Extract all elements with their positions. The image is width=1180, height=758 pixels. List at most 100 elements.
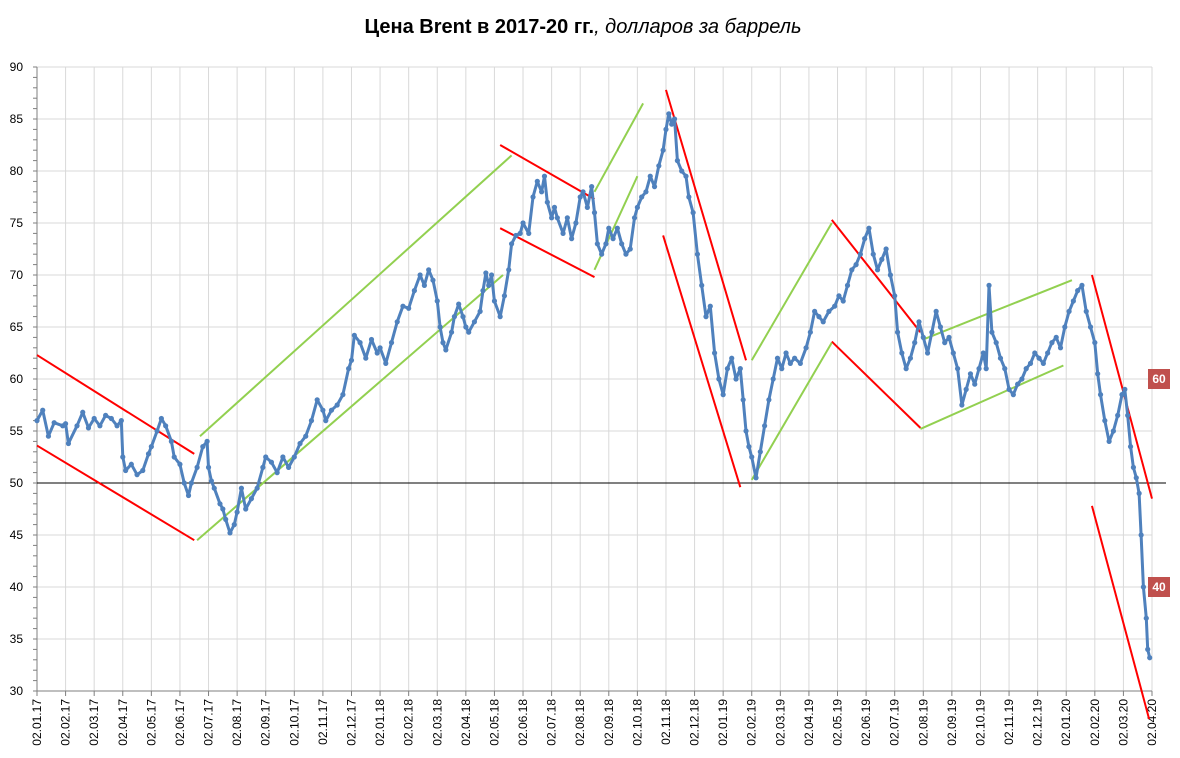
data-point <box>320 407 326 413</box>
x-tick-label: 02.01.18 <box>373 699 387 746</box>
trend-line-up <box>920 364 1064 430</box>
data-point <box>694 251 701 257</box>
data-point <box>1143 615 1149 621</box>
data-point <box>40 407 46 413</box>
data-point <box>223 516 229 523</box>
data-point <box>291 454 297 460</box>
title-bold: Цена Brent в 2017-20 гг. <box>364 16 595 38</box>
data-point <box>580 189 586 195</box>
data-point <box>783 350 789 356</box>
data-point <box>986 282 992 288</box>
data-point <box>679 168 685 174</box>
x-tick-label: 02.09.18 <box>602 699 616 746</box>
data-point <box>627 246 633 252</box>
data-point <box>879 256 885 262</box>
data-point <box>145 451 152 457</box>
data-point <box>560 230 566 236</box>
data-point <box>584 204 590 210</box>
data-point <box>983 366 989 372</box>
data-point <box>368 336 375 343</box>
data-point <box>62 421 69 427</box>
data-point <box>954 366 961 372</box>
data-point <box>65 440 72 447</box>
data-point <box>1010 392 1016 398</box>
data-point <box>1079 282 1085 288</box>
x-tick-label: 02.01.19 <box>716 699 730 746</box>
data-point <box>549 215 555 221</box>
data-point <box>1053 334 1059 340</box>
y-tick-label: 30 <box>10 684 24 698</box>
data-point <box>577 194 583 200</box>
data-point <box>1110 428 1117 434</box>
data-point <box>671 116 678 122</box>
data-point <box>666 111 672 117</box>
x-tick-label: 02.11.19 <box>1002 699 1016 745</box>
data-point <box>950 350 956 356</box>
data-point <box>480 288 486 294</box>
data-point <box>231 522 237 528</box>
data-point <box>351 332 357 338</box>
data-point <box>623 251 629 257</box>
x-tick-label: 02.12.18 <box>688 699 702 746</box>
data-point <box>591 210 598 216</box>
data-point <box>383 360 389 366</box>
x-tick-label: 02.07.19 <box>888 699 902 746</box>
x-tick-label: 02.11.18 <box>659 699 673 745</box>
data-point <box>634 204 640 210</box>
data-point <box>663 126 669 132</box>
data-point <box>128 461 134 467</box>
data-point <box>328 407 335 413</box>
data-point <box>803 345 809 351</box>
data-point <box>297 440 303 447</box>
data-point <box>1102 418 1108 424</box>
data-point <box>211 485 217 491</box>
data-point <box>1057 345 1064 351</box>
data-point <box>737 366 743 372</box>
data-point <box>1049 340 1055 346</box>
data-point <box>866 225 872 231</box>
data-point <box>963 386 969 392</box>
data-point <box>683 173 689 179</box>
data-point <box>916 319 922 325</box>
data-point <box>1127 444 1134 450</box>
data-point <box>34 418 40 424</box>
data-point <box>857 251 863 257</box>
data-point <box>188 480 194 486</box>
y-tick-label: 35 <box>10 632 24 646</box>
data-point <box>517 230 523 236</box>
data-point <box>530 194 536 200</box>
data-point <box>220 506 226 512</box>
data-point <box>832 303 838 309</box>
data-point <box>437 324 443 330</box>
data-point <box>1115 412 1121 418</box>
data-point <box>569 236 575 242</box>
x-tick-label: 02.10.18 <box>630 699 644 746</box>
data-point <box>787 360 793 366</box>
data-point <box>430 277 436 283</box>
data-point <box>314 397 320 403</box>
data-point <box>942 340 948 346</box>
data-point <box>989 329 995 335</box>
trend-line-up <box>922 279 1073 341</box>
data-point <box>1019 376 1025 382</box>
data-point <box>280 454 286 460</box>
data-point <box>506 267 512 273</box>
data-point <box>729 355 735 361</box>
data-point <box>757 449 763 455</box>
x-tick-label: 02.03.19 <box>773 699 787 746</box>
price-series <box>34 111 1153 661</box>
data-point <box>377 345 383 351</box>
data-point <box>134 472 140 478</box>
data-point <box>937 324 944 330</box>
data-point <box>686 194 692 200</box>
data-point <box>448 329 455 335</box>
data-point <box>285 464 292 470</box>
data-point <box>972 381 978 387</box>
trend-line-down <box>1090 505 1151 720</box>
data-point <box>497 314 503 320</box>
badge-label-40: 40 <box>1152 580 1166 594</box>
data-point <box>1130 464 1137 470</box>
data-point <box>967 371 974 377</box>
data-point <box>656 163 662 169</box>
